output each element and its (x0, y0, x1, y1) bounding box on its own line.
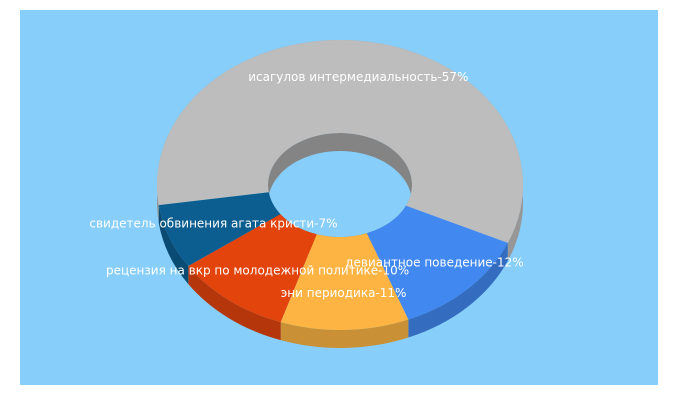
slice-label: свидетель обвинения агата кристи-7% (89, 216, 337, 230)
slice-label: исагулов интермедиальность-57% (248, 70, 468, 84)
slice-side (280, 319, 409, 348)
slice-label: рецензия на вкр по молодежной политике-1… (106, 264, 409, 278)
slice-side (188, 266, 281, 341)
pie-slice (280, 233, 409, 331)
pie-slice (157, 40, 523, 243)
slice-side (158, 205, 189, 285)
pie-slice (188, 214, 317, 323)
slice-inner-side (268, 133, 413, 224)
slice-side (408, 242, 508, 338)
slice-label: девиантное поведение-12% (345, 255, 523, 269)
pie-slice (366, 205, 508, 320)
slice-label: эни периодика-11% (281, 286, 407, 300)
pie-slice (158, 192, 281, 267)
